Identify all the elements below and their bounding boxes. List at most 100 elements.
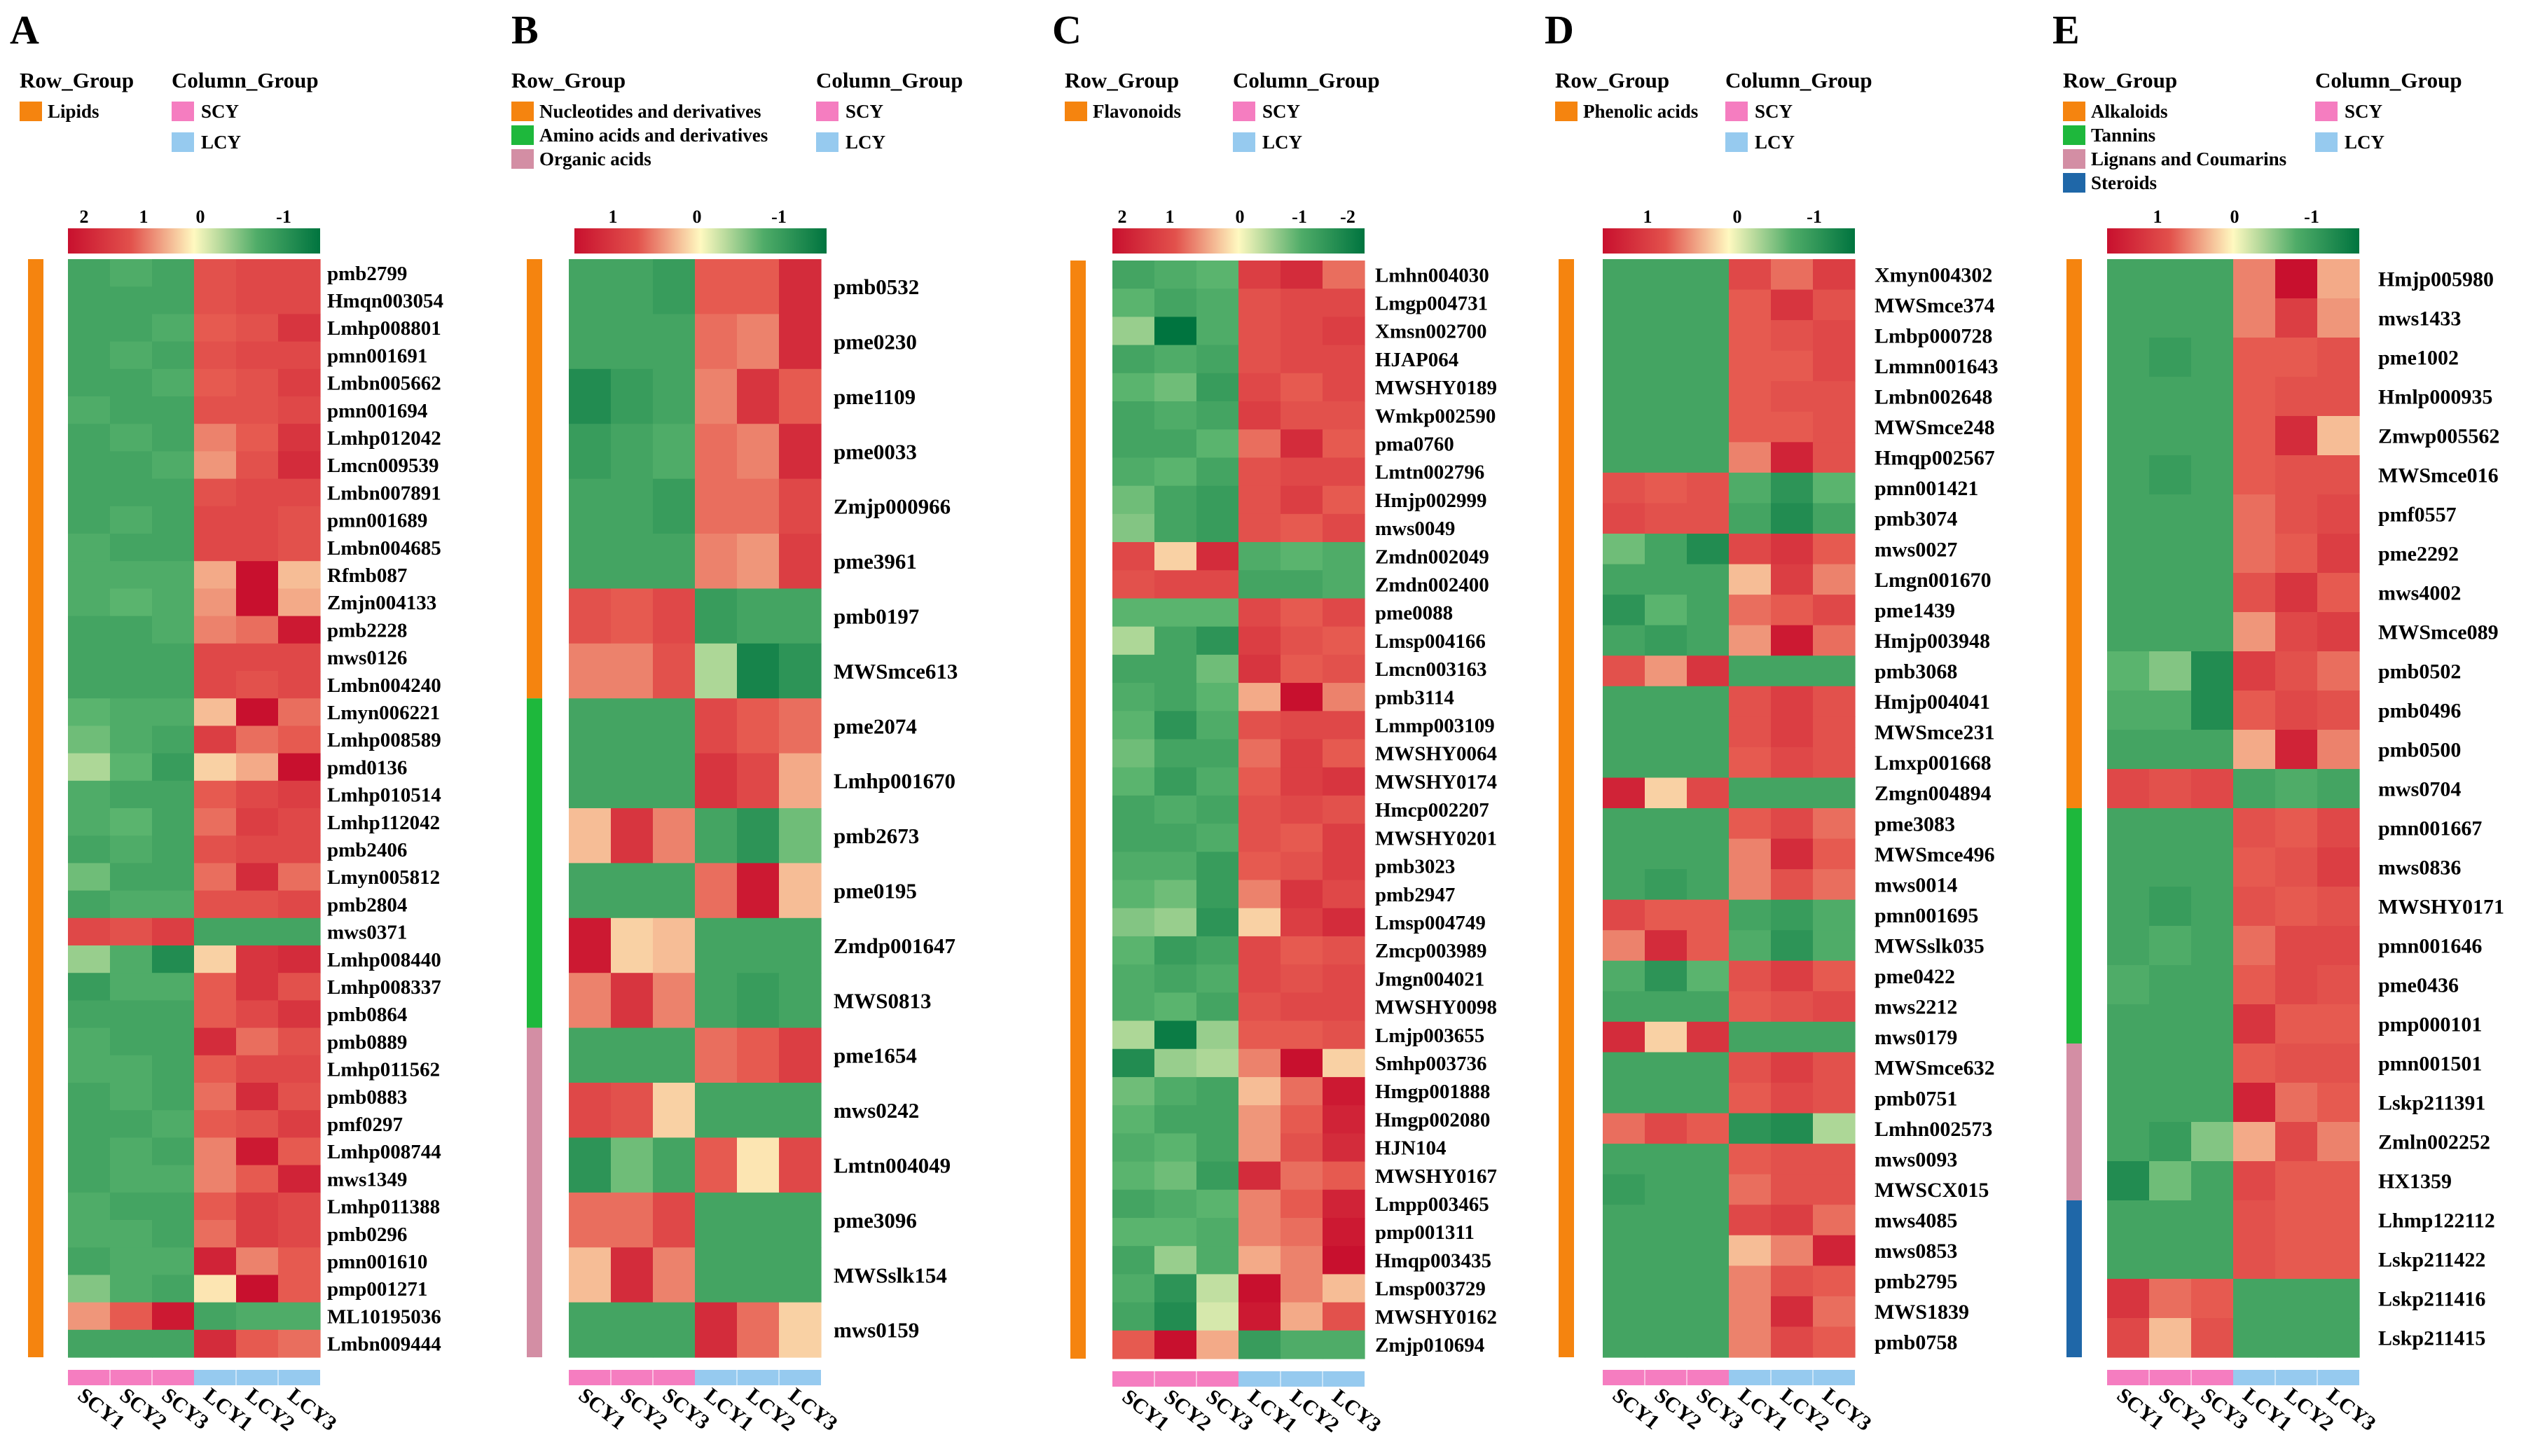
heatmap-cell [1281,289,1323,318]
heatmap-cell [695,698,738,754]
heatmap-cell [152,424,195,452]
column-label: SCY2 [616,1384,672,1434]
heatmap-cell [2275,926,2318,966]
heatmap-cell [1771,1113,1814,1144]
heatmap-cell [1603,1021,1645,1053]
heatmap-cell [110,314,153,342]
heatmap-cell [1112,317,1155,346]
heatmap-cell [653,863,696,919]
heatmap-cell [2233,651,2276,691]
heatmap-cell [236,780,279,809]
heatmap-cell [68,973,111,1001]
row-label: Lmbn005662 [327,373,441,395]
heatmap-cell [110,561,153,589]
heatmap-cell [68,1027,111,1056]
heatmap-cell [1154,711,1197,740]
heatmap-cell [1645,869,1687,901]
heatmap-cell [1813,259,1856,291]
heatmap-cell [110,1055,153,1083]
row-label: pmb0889 [327,1031,407,1053]
heatmap-cell [779,917,822,973]
heatmap-cell [1196,1105,1239,1134]
row-label: Lmxp001668 [1875,751,1992,775]
row-group-swatch [2063,149,2085,169]
row-group-swatch [1555,102,1578,121]
heatmap-cell [1112,345,1155,374]
heatmap-cell [236,726,279,754]
column-group-label: SCY [1755,101,1793,122]
heatmap-cell [278,561,321,589]
heatmap-cell [2191,573,2234,613]
heatmap-cell [1687,838,1730,870]
row-label: Hmcp002207 [1375,799,1489,821]
heatmap-cell [1687,686,1730,717]
column-label: LCY3 [1818,1384,1876,1436]
heatmap-cell [1813,1205,1856,1236]
heatmap-cell [1196,1217,1239,1247]
heatmap-cell [1323,570,1365,599]
heatmap-cell [1729,656,1772,687]
heatmap-cell [1645,777,1687,809]
heatmap-cell [1238,964,1281,993]
heatmap-cell [236,671,279,699]
heatmap-cell [2317,1044,2360,1083]
row-label: Lmgn001670 [1875,569,1992,592]
heatmap-cell [779,259,822,314]
heatmap-cell [152,973,195,1001]
heatmap-cell [1771,1144,1814,1175]
heatmap-cell [1813,899,1856,931]
panel-letter: C [1052,7,1082,53]
heatmap-cell [1729,1144,1772,1175]
heatmap-cell [2107,1161,2150,1201]
heatmap-cell [1729,289,1772,321]
row-label: pmn001691 [327,345,427,367]
heatmap-cell [1603,259,1645,291]
row-label: pmn001667 [2378,817,2482,840]
heatmap-cell [695,588,738,644]
row-annotation-bar [1070,261,1086,1359]
heatmap-cell [1603,1052,1645,1083]
heatmap-cell [1645,1052,1687,1083]
column-label: SCY3 [658,1384,714,1434]
row-label: pme0436 [2378,974,2459,997]
heatmap-cell [1729,1052,1772,1083]
heatmap-cell [152,1329,195,1358]
heatmap-cell [1645,564,1687,595]
heatmap-cell [152,1027,195,1056]
heatmap-cell [1154,795,1197,824]
heatmap-cell [1281,824,1323,852]
row-label: Lmhp011562 [327,1059,440,1081]
heatmap-cell [2191,494,2234,534]
heatmap-cell [2233,338,2276,377]
heatmap-cell [2191,808,2234,848]
heatmap-cell [1154,598,1197,628]
heatmap-cell [194,1329,237,1358]
heatmap-cell [1687,960,1730,992]
heatmap-cell [1154,289,1197,318]
heatmap-cell [1238,513,1281,543]
heatmap-cell [1238,373,1281,402]
heatmap-cell [2233,1083,2276,1123]
heatmap-cell [1603,1113,1645,1144]
heatmap-cell [1603,381,1645,412]
color-scale-bar [574,228,827,254]
row-label: MWS1839 [1875,1301,1969,1324]
heatmap-cell [1729,381,1772,412]
heatmap-cell [2149,455,2192,495]
row-label: pme0230 [834,329,917,354]
row-label: Lskp211416 [2378,1288,2485,1311]
heatmap-cell [2275,1240,2318,1280]
column-group-swatch [1725,132,1748,152]
heatmap-cell [2107,1279,2150,1319]
heatmap-cell [1603,899,1645,931]
heatmap-cell [2233,1279,2276,1319]
heatmap-cell [2233,416,2276,456]
heatmap-cell [1281,1133,1323,1163]
heatmap-cell [1645,472,1687,504]
heatmap-cell [1687,595,1730,626]
color-scale-tick: 2 [80,207,89,227]
heatmap-cell [1196,261,1239,289]
heatmap-cell [2149,847,2192,887]
heatmap-cell [1687,259,1730,291]
heatmap-cell [1323,1020,1365,1050]
